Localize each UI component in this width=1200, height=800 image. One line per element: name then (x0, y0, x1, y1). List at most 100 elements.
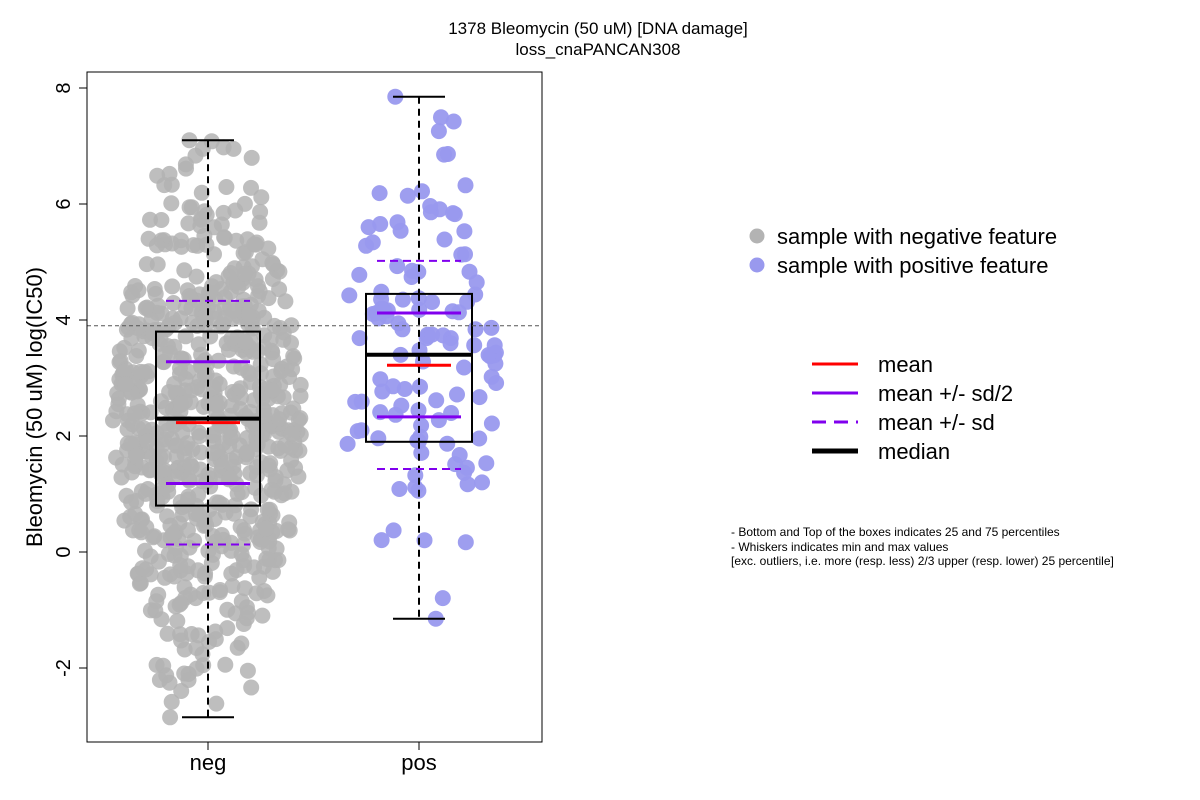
sample-point (173, 396, 190, 413)
sample-point (137, 542, 153, 559)
note-line: - Bottom and Top of the boxes indicates … (731, 525, 1060, 539)
sample-point (193, 444, 209, 461)
sample-point (439, 435, 456, 452)
sample-point (451, 447, 468, 463)
sample-point (242, 403, 259, 420)
sample-point (262, 331, 279, 348)
sample-point (471, 389, 488, 406)
sample-point (138, 256, 155, 273)
sample-point (173, 238, 190, 255)
sample-point (130, 342, 147, 359)
sample-point (150, 297, 167, 314)
sample-point (200, 543, 217, 559)
sample-point (232, 380, 249, 397)
sample-point (422, 198, 439, 214)
legend-point-label: sample with positive feature (777, 253, 1048, 278)
sample-point (159, 625, 176, 642)
sample-point (259, 501, 276, 518)
sample-point (275, 389, 292, 406)
chart-subtitle: loss_cnaPANCAN308 (515, 40, 680, 59)
sample-point (194, 381, 210, 398)
sample-point (132, 363, 149, 380)
iqr-box (365, 292, 473, 443)
sample-point (215, 531, 232, 548)
sample-point (243, 179, 259, 196)
sample-point (190, 627, 207, 644)
sample-point (290, 468, 307, 485)
sample-point (292, 388, 309, 404)
sample-point (163, 176, 180, 193)
sample-point (183, 458, 200, 475)
sample-point (181, 472, 198, 489)
sample-point (370, 430, 387, 447)
sample-point (285, 348, 302, 365)
sample-point (116, 339, 133, 356)
sample-point (202, 284, 219, 301)
sample-point (488, 375, 505, 391)
sample-point (443, 405, 460, 421)
sample-point (168, 448, 185, 465)
sample-point (236, 522, 253, 539)
sample-point (187, 590, 204, 607)
sample-point (151, 672, 168, 688)
sample-point (264, 563, 281, 580)
legend-statistics: mean mean +/- sd/2 mean +/- sd median (812, 352, 1013, 464)
sample-point (351, 330, 368, 347)
sample-point (353, 422, 370, 439)
sample-point (457, 246, 473, 263)
legend-line-label: mean +/- sd/2 (878, 381, 1013, 406)
sample-point (467, 321, 484, 338)
sample-point (364, 234, 381, 251)
notes: - Bottom and Top of the boxes indicates … (731, 525, 1114, 568)
y-axis: -2 0 2 4 6 8 (53, 82, 88, 677)
sample-point (142, 211, 158, 228)
sample-point (183, 300, 200, 317)
sample-point (445, 113, 462, 130)
sample-point (290, 411, 307, 428)
sample-point (165, 295, 182, 311)
sample-point (385, 522, 402, 539)
sample-point (239, 662, 256, 679)
sample-point (360, 219, 377, 236)
sample-point (117, 376, 134, 393)
sample-point (267, 469, 284, 485)
sample-point (179, 282, 196, 299)
sample-point (246, 236, 263, 253)
sample-point (253, 189, 270, 206)
sample-point (264, 271, 281, 287)
sample-point (466, 337, 483, 354)
sample-point (139, 433, 156, 450)
legend-sample-types: sample with negative feature sample with … (749, 224, 1057, 278)
sample-point (391, 481, 408, 497)
y-tick-label: 6 (53, 198, 75, 209)
sample-point (456, 223, 473, 240)
note-line: - Whiskers indicates min and max values (731, 540, 948, 554)
sample-point (474, 474, 490, 491)
sample-point (341, 287, 358, 304)
sample-point (224, 578, 241, 594)
sample-point (263, 481, 280, 498)
sample-point (458, 459, 475, 476)
sample-point (176, 262, 193, 279)
sample-point (139, 481, 156, 497)
sample-point (124, 314, 141, 331)
sample-point (241, 307, 257, 324)
sample-point (163, 195, 180, 212)
sample-point (242, 508, 259, 525)
sample-point (265, 351, 282, 368)
sample-point (449, 386, 465, 403)
sample-point (223, 565, 240, 582)
sample-point (127, 505, 144, 522)
sample-point (124, 287, 141, 304)
sample-point (188, 268, 205, 285)
legend-line-label: mean +/- sd (878, 410, 995, 435)
sample-point (393, 397, 410, 414)
sample-point (373, 283, 390, 300)
sample-point (436, 231, 453, 248)
sample-point (134, 560, 151, 577)
sample-point (180, 215, 197, 232)
sample-point (353, 393, 370, 410)
sample-point (146, 281, 163, 297)
sample-point (155, 532, 172, 549)
sample-point (457, 534, 474, 551)
